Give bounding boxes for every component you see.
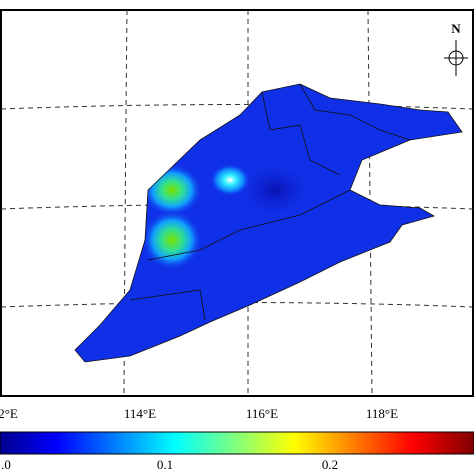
longitude-label: 2°E [0,406,18,421]
longitude-label: 118°E [366,406,398,421]
longitude-label: 116°E [246,406,278,421]
colorbar-label: 0.1 [157,457,173,472]
province-borders [129,83,411,321]
longitude-labels: 2°E 114°E 116°E 118°E [0,406,398,421]
north-arrow: N [444,21,468,76]
colorbar-labels: .0 0.1 0.2 [1,457,338,472]
colorbar-label: .0 [1,457,11,472]
longitude-label: 114°E [124,406,156,421]
colorbar-label: 0.2 [322,457,338,472]
colorbar [0,431,474,455]
north-label: N [451,21,461,36]
